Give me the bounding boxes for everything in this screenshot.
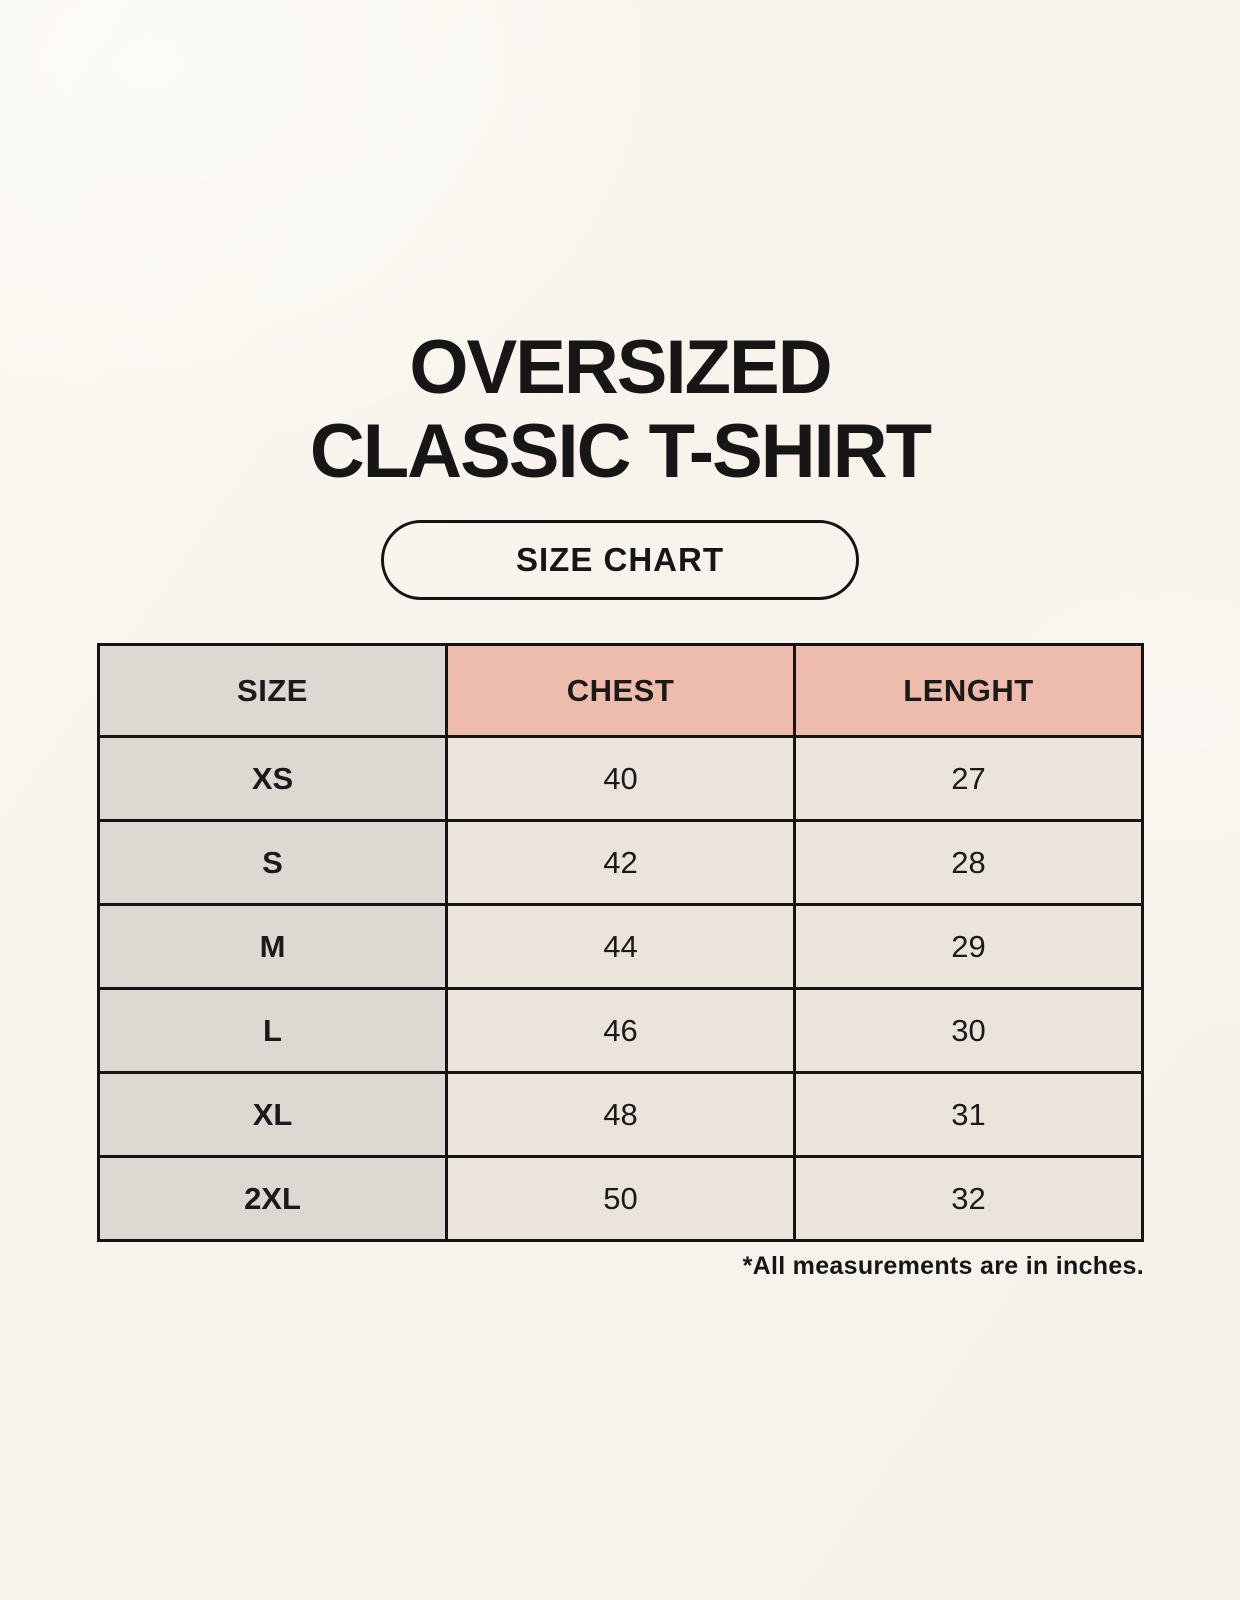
table-row: S 42 28: [97, 819, 1144, 906]
column-header-length: LENGHT: [793, 643, 1144, 738]
chest-cell: 42: [445, 819, 796, 906]
chest-cell: 40: [445, 735, 796, 822]
chest-cell: 46: [445, 987, 796, 1074]
length-cell: 31: [793, 1071, 1144, 1158]
table-header-row: SIZE CHEST LENGHT: [97, 643, 1144, 738]
length-cell: 27: [793, 735, 1144, 822]
size-cell: XL: [97, 1071, 448, 1158]
table-header: SIZE CHEST LENGHT: [97, 643, 1144, 738]
length-cell: 32: [793, 1155, 1144, 1242]
product-title-line2: CLASSIC T-SHIRT: [309, 409, 932, 494]
chest-cell: 44: [445, 903, 796, 990]
table-row: 2XL 50 32: [97, 1155, 1144, 1242]
column-header-chest: CHEST: [445, 643, 796, 738]
length-cell: 30: [793, 987, 1144, 1074]
size-cell: XS: [97, 735, 448, 822]
column-header-size: SIZE: [97, 643, 448, 738]
size-chart-button-container: SIZE CHART: [0, 520, 1240, 600]
size-cell: 2XL: [97, 1155, 448, 1242]
table-row: XL 48 31: [97, 1071, 1144, 1158]
size-cell: M: [97, 903, 448, 990]
product-title: OVERSIZED CLASSIC T-SHIRT: [0, 0, 1240, 494]
table-body: XS 40 27 S 42 28 M 44 29 L 46 30 XL 48: [97, 735, 1144, 1242]
size-chart-button[interactable]: SIZE CHART: [381, 520, 859, 600]
table-row: XS 40 27: [97, 735, 1144, 822]
size-chart-table: SIZE CHEST LENGHT XS 40 27 S 42 28 M 44 …: [97, 643, 1144, 1242]
product-title-line1: OVERSIZED: [409, 325, 832, 410]
table-row: M 44 29: [97, 903, 1144, 990]
size-cell: L: [97, 987, 448, 1074]
size-cell: S: [97, 819, 448, 906]
length-cell: 29: [793, 903, 1144, 990]
chest-cell: 48: [445, 1071, 796, 1158]
table-row: L 46 30: [97, 987, 1144, 1074]
measurements-note: *All measurements are in inches.: [742, 1252, 1144, 1280]
chest-cell: 50: [445, 1155, 796, 1242]
length-cell: 28: [793, 819, 1144, 906]
